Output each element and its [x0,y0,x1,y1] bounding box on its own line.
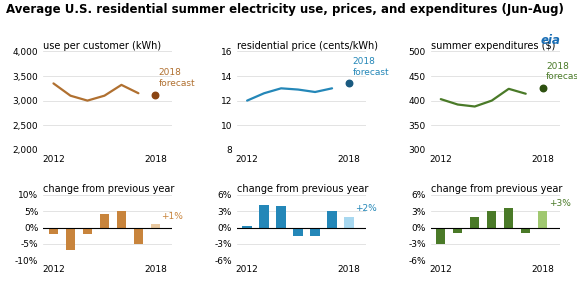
Bar [276,206,286,227]
Text: +1%: +1% [162,212,183,221]
Bar [294,227,303,236]
Text: 2018
forecast: 2018 forecast [546,61,577,81]
Bar [66,227,75,251]
Bar [538,211,548,227]
Bar [242,226,252,227]
Text: +2%: +2% [355,204,377,213]
Text: Average U.S. residential summer electricity use, prices, and expenditures (Jun-A: Average U.S. residential summer electric… [6,3,564,16]
Bar [504,208,514,227]
Text: summer expenditures ($): summer expenditures ($) [430,41,555,51]
Bar [470,217,479,227]
Bar [49,227,58,234]
Bar [521,227,530,233]
Text: change from previous year: change from previous year [43,184,175,194]
Bar [327,211,337,227]
Text: +3%: +3% [549,199,571,208]
Bar [83,227,92,234]
Text: eia: eia [541,34,561,47]
Bar [151,224,160,227]
Bar [134,227,143,244]
Text: change from previous year: change from previous year [237,184,368,194]
Bar [117,211,126,227]
Text: 2018
forecast: 2018 forecast [159,68,196,88]
Bar [487,211,496,227]
Text: 2018
forecast: 2018 forecast [353,57,389,77]
Bar [344,217,354,227]
Bar [453,227,462,233]
Point [344,81,354,86]
Text: use per customer (kWh): use per customer (kWh) [43,41,162,51]
Point [151,92,160,97]
Text: change from previous year: change from previous year [430,184,562,194]
Bar [436,227,445,244]
Point [538,86,548,90]
Bar [310,227,320,236]
Bar [260,204,269,227]
Bar [100,214,109,227]
Text: residential price (cents/kWh): residential price (cents/kWh) [237,41,378,51]
